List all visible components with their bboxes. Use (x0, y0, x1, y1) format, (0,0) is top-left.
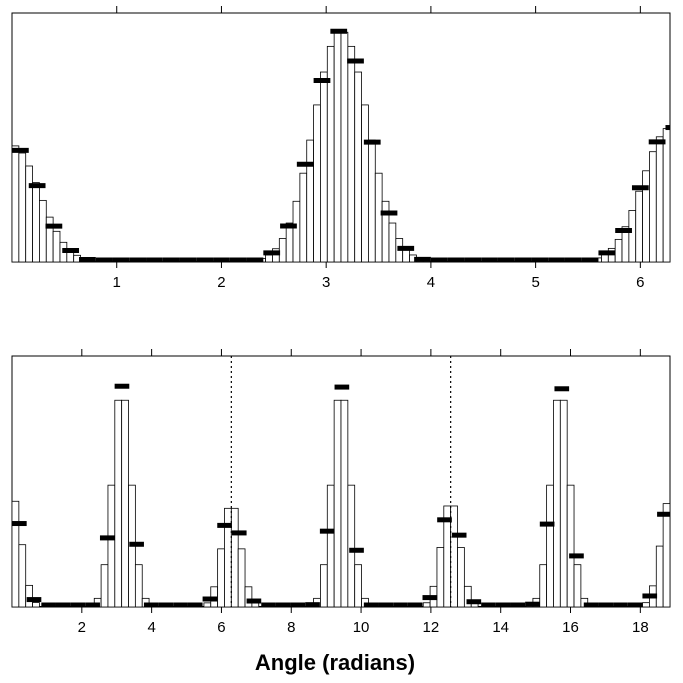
histogram-bar (635, 190, 643, 263)
histogram-bar (278, 238, 287, 263)
x-tick-label: 12 (423, 619, 440, 636)
x-tick-label: 1 (113, 274, 121, 291)
histogram-bar (114, 399, 123, 608)
histogram-bar (134, 564, 143, 608)
histogram-bar (39, 199, 47, 263)
histogram-bar (333, 31, 342, 263)
histogram-bar (340, 31, 349, 263)
histogram-bar (25, 165, 33, 263)
histogram-bar (662, 128, 671, 263)
histogram-bar (121, 399, 129, 608)
bottom-histogram-panel: 2 4 6 8 10 12 14 16 18 (11, 349, 671, 636)
histogram-bar (662, 503, 671, 608)
histogram-bar (573, 564, 582, 608)
histogram-bar (601, 253, 609, 263)
x-tick-label: 10 (353, 619, 370, 636)
histogram-bar (546, 484, 554, 608)
histogram-bar (388, 222, 397, 263)
histogram-bar (457, 547, 465, 608)
x-tick-label: 4 (427, 274, 435, 291)
histogram-bar (237, 548, 246, 608)
top-histogram-panel: 1 2 3 4 5 6 (11, 6, 671, 291)
histogram-bar (354, 71, 362, 263)
histogram-bar (100, 564, 109, 608)
histogram-bar (25, 584, 33, 608)
histogram-bar (285, 222, 294, 263)
histogram-bar (11, 500, 20, 608)
histogram-bar (299, 172, 308, 263)
histogram-bar (52, 230, 61, 263)
histogram-bar (230, 507, 239, 608)
histogram-bar (306, 139, 314, 263)
histogram-bar (217, 548, 225, 608)
histogram-bar (422, 602, 431, 608)
histogram-bar (265, 254, 273, 263)
x-tick-label: 6 (217, 619, 225, 636)
histogram-bar (333, 399, 342, 608)
histogram-bar (655, 136, 664, 263)
histogram-bar (292, 200, 301, 263)
histogram-bar (642, 170, 650, 263)
histogram-bar (628, 210, 637, 263)
x-tick-label: 16 (562, 619, 579, 636)
x-tick-label: 3 (322, 274, 330, 291)
x-tick-label: 6 (636, 274, 644, 291)
histogram-bar (642, 602, 650, 608)
histogram-bar (18, 544, 27, 608)
histogram-bar (361, 104, 369, 263)
x-tick-label: 18 (632, 619, 649, 636)
x-tick-label: 8 (287, 619, 295, 636)
x-tick-label: 4 (147, 619, 155, 636)
histogram-bar (347, 45, 356, 263)
histogram-bar (203, 602, 212, 608)
histogram-bar (381, 200, 390, 263)
histogram-bar (368, 139, 376, 263)
histogram-bar (347, 484, 356, 608)
histogram-bar (436, 547, 445, 608)
histogram-bar (539, 564, 548, 608)
histogram-bar (244, 586, 253, 608)
x-tick-label: 5 (531, 274, 539, 291)
histogram-bar (655, 545, 664, 608)
histogram-bar (326, 484, 335, 608)
histogram-bar (320, 71, 328, 263)
histogram-bar (649, 151, 657, 263)
histogram-bar (107, 484, 116, 608)
histogram-bar (566, 484, 575, 608)
histogram-bar (340, 399, 349, 608)
histogram-bar (374, 172, 383, 263)
histogram-bar (614, 238, 623, 263)
histogram-bar (553, 399, 561, 608)
x-axis-label: Angle (radians) (255, 650, 415, 675)
histogram-bar (354, 564, 362, 608)
histogram-bar (32, 602, 40, 608)
histogram-bar (559, 399, 568, 608)
histogram-bar (463, 585, 472, 608)
histogram-bar (11, 145, 20, 263)
histogram-bar (18, 152, 27, 263)
x-tick-label: 14 (492, 619, 509, 636)
histogram-bar (313, 104, 321, 263)
histogram-bar (320, 564, 328, 608)
x-tick-label: 2 (217, 274, 225, 291)
x-tick-label: 2 (78, 619, 86, 636)
histogram-bar (32, 182, 40, 263)
